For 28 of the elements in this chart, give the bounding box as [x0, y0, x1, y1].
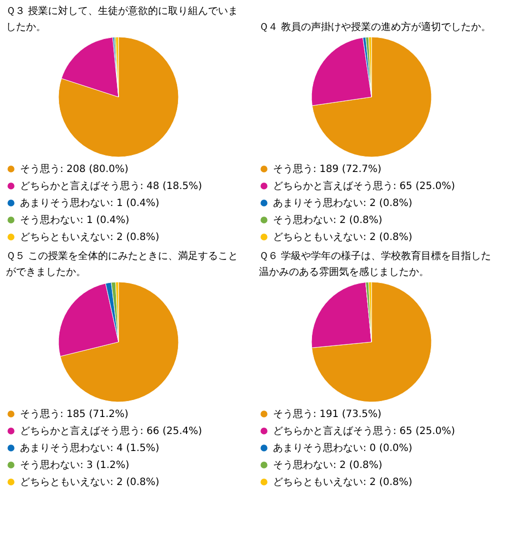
legend-label: どちらかと言えばそう思う: 48 (18.5%) — [20, 180, 202, 192]
legend-label: どちらかと言えばそう思う: 65 (25.0%) — [273, 425, 456, 437]
legend-label: そう思う: 189 (72.7%) — [273, 164, 382, 175]
pie-slice — [312, 282, 432, 402]
legend-label: どちらかと言えばそう思う: 65 (25.0%) — [273, 180, 456, 192]
legend-label: そう思う: 191 (73.5%) — [273, 409, 382, 420]
chart-title: Ｑ５ この授業を全体的にみたときに、満足することができましたか。 — [6, 250, 238, 278]
legend-label: どちらかと言えばそう思う: 66 (25.4%) — [20, 425, 202, 437]
chart-title: Ｑ４ 教員の声掛けや授業の進め方が適切でしたか。 — [259, 21, 492, 33]
legend-label: そう思わない: 1 (0.4%) — [20, 215, 130, 226]
legend-label: あまりそう思わない: 1 (0.4%) — [20, 198, 160, 209]
pie-slice — [60, 282, 179, 402]
chart-title: Ｑ６ 学級や学年の様子は、学校教育目標を目指した温かみのある雰囲気を感じましたか。 — [259, 250, 492, 278]
legend-label: そう思う: 185 (71.2%) — [20, 409, 128, 420]
legend-label: どちらともいえない: 2 (0.8%) — [273, 477, 412, 488]
legend-label: どちらともいえない: 2 (0.8%) — [20, 477, 160, 488]
legend-label: あまりそう思わない: 4 (1.5%) — [20, 443, 160, 454]
legend-label: そう思わない: 3 (1.2%) — [20, 460, 130, 471]
legend-label: そう思わない: 2 (0.8%) — [273, 215, 382, 226]
pie-slice — [58, 36, 179, 158]
legend-label: そう思わない: 2 (0.8%) — [273, 460, 382, 471]
legend-label: そう思う: 208 (80.0%) — [20, 164, 128, 175]
legend-label: どちらともいえない: 2 (0.8%) — [20, 232, 160, 243]
legend-label: どちらともいえない: 2 (0.8%) — [273, 232, 412, 243]
pie-slice — [312, 36, 432, 158]
chart-title: Ｑ３ 授業に対して、生徒が意欲的に取り組んでいましたか。 — [6, 5, 238, 33]
legend-label: あまりそう思わない: 2 (0.8%) — [273, 198, 412, 209]
legend-label: あまりそう思わない: 0 (0.0%) — [273, 443, 412, 454]
